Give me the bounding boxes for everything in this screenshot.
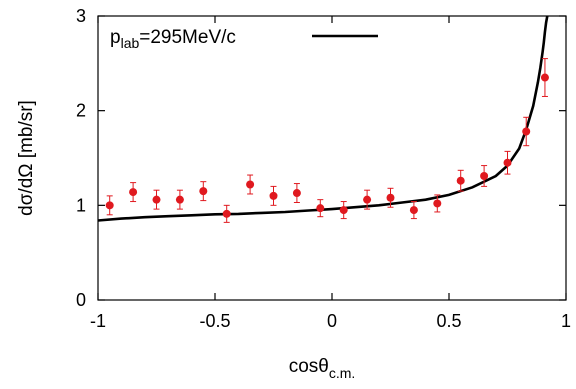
axis-ticks (97, 15, 567, 301)
data-point (246, 174, 255, 195)
y-tick-label: 2 (76, 101, 86, 121)
axis-tick-labels: -1 -0.5 0 0.5 1 0 1 2 3 (76, 6, 571, 331)
data-point (199, 181, 208, 202)
data-point (105, 195, 114, 216)
data-point (386, 187, 395, 208)
x-axis-title: cosθc.m. (289, 356, 356, 381)
data-marker (339, 206, 348, 215)
y-axis-title: dσ/dΩ [mb/sr] (16, 100, 37, 216)
data-marker (152, 195, 161, 204)
x-tick-label: -0.5 (199, 311, 230, 331)
plot-frame (97, 15, 567, 301)
data-marker (503, 158, 512, 167)
data-marker (222, 209, 231, 218)
x-axis-title-sub: c.m. (329, 365, 355, 381)
data-point (480, 165, 489, 187)
data-point (129, 182, 138, 203)
x-tick-label: 1 (561, 311, 571, 331)
data-point (152, 189, 161, 210)
data-marker (105, 201, 114, 210)
data-point (503, 150, 512, 175)
data-marker (522, 127, 531, 136)
data-marker (480, 171, 489, 180)
theory-curve (97, 15, 549, 222)
data-point (269, 185, 278, 206)
data-point (522, 116, 531, 147)
data-marker (386, 193, 395, 202)
data-point (292, 183, 301, 203)
legend: plab=295MeV/c (110, 27, 378, 51)
data-point (409, 201, 418, 220)
x-axis-title-main: cosθ (289, 356, 329, 377)
x-tick-label: 0 (327, 311, 337, 331)
data-point (363, 189, 372, 210)
legend-label: plab=295MeV/c (110, 27, 236, 51)
curve-layer (97, 15, 549, 222)
y-tick-label: 1 (76, 195, 86, 215)
data-marker (246, 180, 255, 189)
data-point (433, 194, 442, 213)
data-marker (175, 195, 184, 204)
data-point (316, 199, 325, 218)
x-tick-label: -1 (90, 311, 106, 331)
y-tick-label: 3 (76, 6, 86, 26)
data-marker (433, 199, 442, 208)
legend-label-sub: lab (121, 35, 140, 51)
data-marker (199, 187, 208, 196)
data-marker (540, 73, 549, 82)
data-marker (409, 206, 418, 215)
legend-label-prefix: p (110, 27, 121, 48)
x-tick-label: 0.5 (436, 311, 461, 331)
data-point (175, 189, 184, 210)
data-marker (316, 204, 325, 213)
points-layer (105, 58, 549, 223)
data-marker (269, 191, 278, 200)
y-tick-label: 0 (76, 290, 86, 310)
data-point (339, 201, 348, 220)
data-marker (129, 188, 138, 197)
data-point (456, 169, 465, 192)
data-marker (456, 176, 465, 185)
legend-label-suffix: =295MeV/c (139, 27, 236, 48)
data-point (540, 58, 549, 97)
data-marker (292, 189, 301, 198)
data-point (222, 204, 231, 223)
data-marker (363, 195, 372, 204)
